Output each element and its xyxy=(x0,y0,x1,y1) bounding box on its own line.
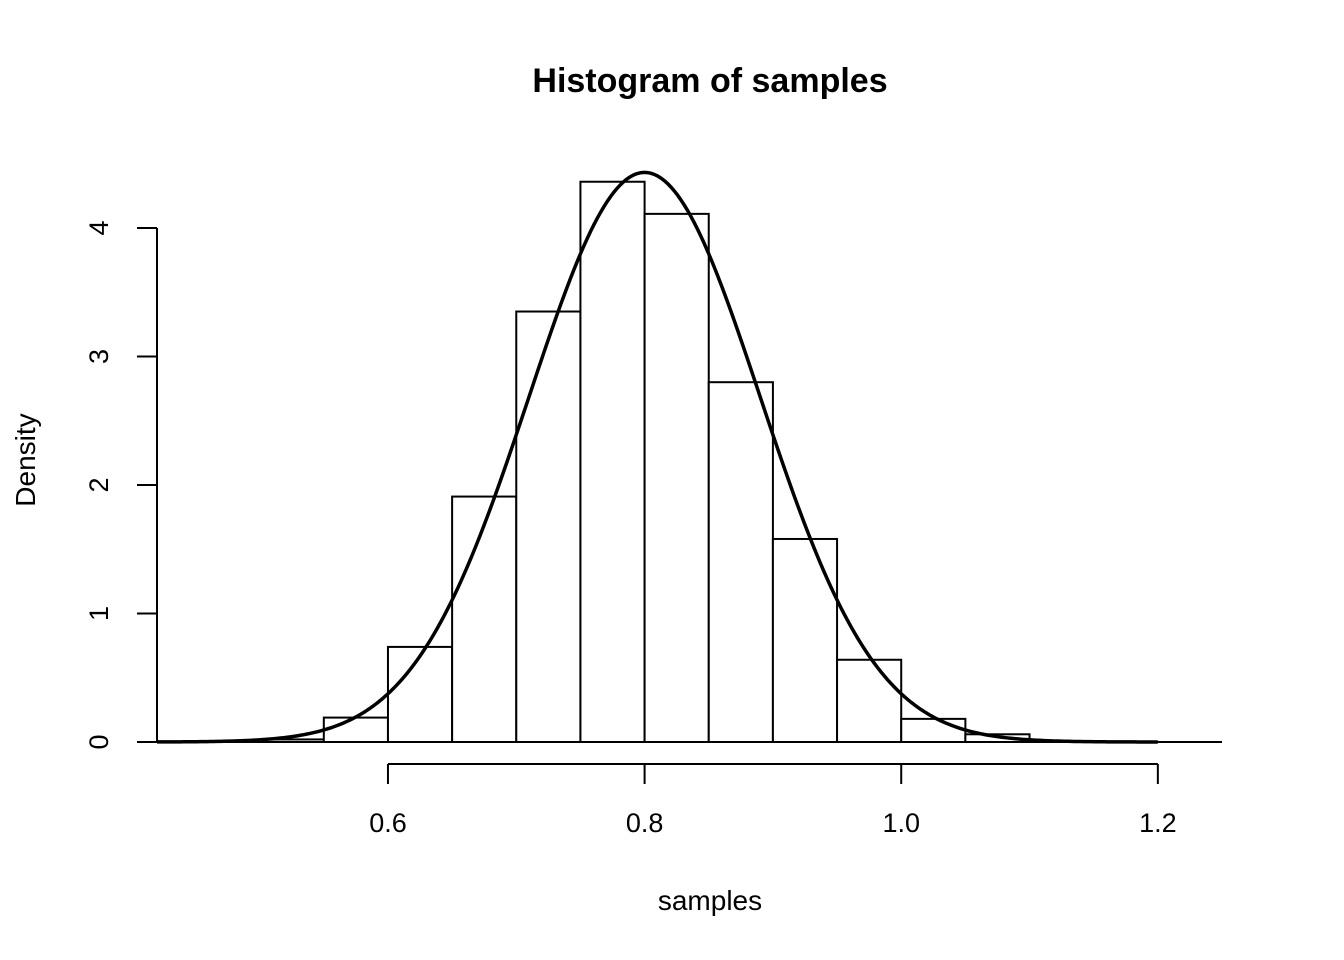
histogram-bar-10 xyxy=(836,658,903,744)
x-tick-label-1: 0.8 xyxy=(626,808,664,838)
y-tick-label-1: 1 xyxy=(84,606,114,621)
y-axis-label: Density xyxy=(10,413,41,506)
y-tick-label-4: 4 xyxy=(84,220,114,235)
histogram-bar-11 xyxy=(900,717,967,743)
x-tick-label-3: 1.2 xyxy=(1139,808,1177,838)
histogram-bar-3 xyxy=(386,645,454,743)
x-axis: 0.6 0.8 1.0 1.2 xyxy=(369,763,1177,838)
histogram-bar-4 xyxy=(451,495,518,743)
y-tick-label-2: 2 xyxy=(84,477,114,492)
y-tick-label-3: 3 xyxy=(84,349,114,364)
x-tick-label-2: 1.0 xyxy=(882,808,920,838)
histogram-bar-2 xyxy=(322,716,389,744)
histogram-bar-6 xyxy=(579,180,646,744)
x-tick-label-0: 0.6 xyxy=(369,808,407,838)
x-axis-label: samples xyxy=(658,885,762,916)
y-tick-label-0: 0 xyxy=(84,734,114,749)
y-axis: 0 1 2 3 4 xyxy=(84,220,158,750)
chart-title: Histogram of samples xyxy=(532,62,887,100)
histogram-bar-8 xyxy=(707,381,774,743)
histogram-bar-9 xyxy=(771,537,839,743)
density-curve xyxy=(156,170,1158,744)
histogram-bar-7 xyxy=(643,212,710,744)
histogram-bar-5 xyxy=(515,310,582,743)
histogram-bars xyxy=(258,180,1031,744)
